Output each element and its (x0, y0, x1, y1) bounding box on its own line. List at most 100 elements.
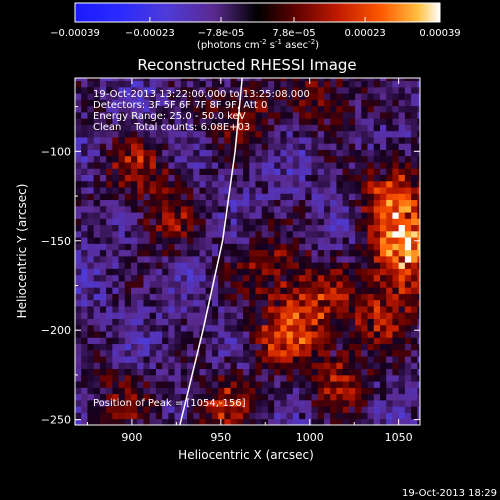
heatmap-cell (93, 362, 101, 370)
heatmap-cell (93, 418, 101, 425)
heatmap-cell (417, 143, 420, 150)
heatmap-cell (261, 78, 269, 82)
heatmap-cell (317, 111, 325, 119)
heatmap-cell (280, 281, 288, 288)
heatmap-cell (168, 262, 175, 269)
heatmap-cell (367, 193, 375, 201)
heatmap-cell (168, 124, 175, 132)
heatmap-cell (224, 174, 231, 182)
heatmap-cell (348, 324, 356, 332)
heatmap-cell (317, 362, 325, 370)
heatmap-cell (367, 99, 375, 107)
heatmap-cell (404, 399, 412, 407)
heatmap-cell (311, 399, 319, 407)
heatmap-cell (162, 205, 169, 213)
heatmap-cell (230, 368, 238, 376)
heatmap-cell (379, 162, 387, 169)
heatmap-cell (218, 212, 225, 219)
heatmap-cell (392, 80, 400, 88)
heatmap-cell (218, 86, 225, 94)
heatmap-cell (224, 143, 231, 150)
heatmap-cell (99, 287, 107, 294)
heatmap-cell (243, 262, 250, 269)
heatmap-cell (386, 193, 393, 201)
heatmap-cell (243, 418, 250, 425)
heatmap-cell (93, 205, 101, 213)
heatmap-cell (392, 174, 400, 182)
heatmap-cell (180, 230, 188, 238)
heatmap-cell (93, 93, 101, 100)
heatmap-cell (224, 243, 231, 251)
heatmap-cell (330, 262, 337, 269)
heatmap-cell (398, 180, 406, 188)
heatmap-cell (199, 331, 207, 338)
heatmap-cell (311, 199, 319, 207)
heatmap-cell (386, 349, 393, 357)
heatmap-cell (137, 368, 144, 376)
heatmap-cell (149, 318, 157, 326)
heatmap-cell (323, 331, 331, 338)
heatmap-cell (137, 243, 144, 251)
heatmap-cell (187, 174, 194, 182)
heatmap-cell (124, 356, 132, 363)
heatmap-cell (379, 118, 387, 125)
heatmap-cell (180, 187, 188, 194)
heatmap-cell (243, 149, 250, 157)
heatmap-cell (386, 199, 393, 207)
heatmap-cell (180, 356, 188, 363)
heatmap-cell (255, 349, 263, 357)
heatmap-cell (155, 412, 163, 420)
heatmap-cell (323, 143, 331, 150)
heatmap-cell (292, 387, 300, 395)
heatmap-cell (280, 418, 288, 425)
heatmap-cell (373, 243, 381, 251)
heatmap-cell (180, 149, 188, 157)
heatmap-cell (336, 168, 344, 175)
heatmap-cell (392, 343, 400, 351)
heatmap-cell (162, 93, 169, 100)
heatmap-cell (355, 306, 362, 313)
heatmap-cell (155, 399, 163, 407)
heatmap-cell (230, 287, 238, 294)
heatmap-cell (267, 155, 275, 163)
heatmap-cell (118, 412, 126, 420)
heatmap-cell (261, 218, 269, 226)
heatmap-cell (193, 268, 200, 276)
heatmap-cell (193, 212, 200, 219)
heatmap-cell (193, 130, 200, 138)
heatmap-cell (131, 212, 138, 219)
heatmap-cell (236, 174, 244, 182)
heatmap-cell (336, 149, 344, 157)
heatmap-cell (180, 99, 188, 107)
heatmap-cell (187, 193, 194, 201)
heatmap-cell (224, 249, 231, 257)
heatmap-cell (342, 224, 350, 232)
heatmap-cell (75, 406, 82, 413)
heatmap-cell (367, 262, 375, 269)
heatmap-cell (118, 193, 126, 201)
heatmap-cell (292, 187, 300, 194)
heatmap-cell (218, 78, 225, 82)
heatmap-cell (355, 118, 362, 125)
heatmap-cell (286, 274, 294, 282)
heatmap-cell (379, 368, 387, 376)
heatmap-cell (299, 224, 306, 232)
heatmap-cell (386, 168, 393, 175)
heatmap-cell (149, 80, 157, 88)
heatmap-cell (299, 337, 306, 345)
heatmap-cell (355, 99, 362, 107)
heatmap-cell (162, 224, 169, 232)
heatmap-cell (311, 224, 319, 232)
heatmap-cell (342, 349, 350, 357)
heatmap-cell (99, 187, 107, 194)
heatmap-cell (168, 218, 175, 226)
heatmap-cell (417, 199, 420, 207)
heatmap-cell (224, 130, 231, 138)
heatmap-cell (317, 199, 325, 207)
heatmap-cell (236, 362, 244, 370)
heatmap-cell (373, 368, 381, 376)
heatmap-cell (361, 399, 368, 407)
heatmap-cell (249, 349, 256, 357)
heatmap-cell (81, 155, 88, 163)
heatmap-cell (211, 412, 219, 420)
